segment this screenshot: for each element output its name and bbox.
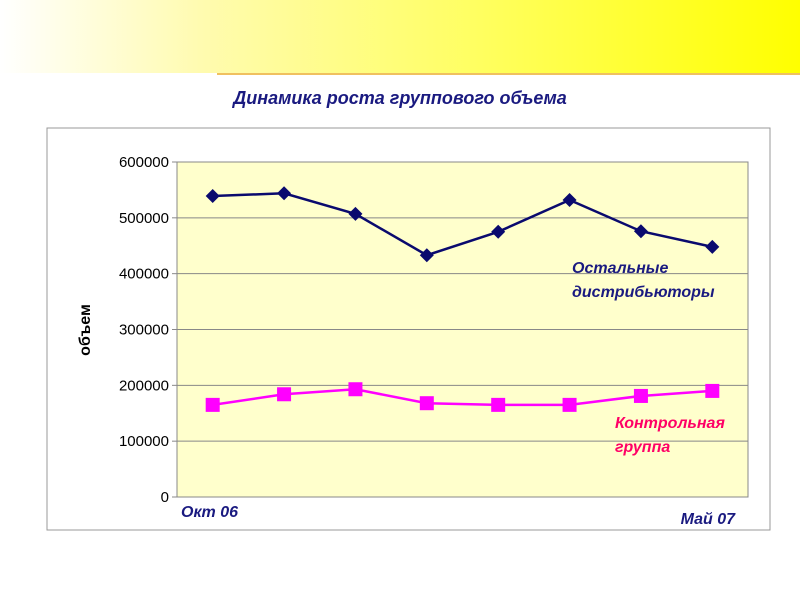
- data-point-diamond: [562, 192, 577, 207]
- data-point-diamond: [205, 189, 220, 204]
- y-tick-label: 400000: [119, 266, 169, 283]
- data-point-diamond: [705, 239, 720, 254]
- data-point-square: [348, 382, 363, 397]
- data-point-diamond: [277, 186, 292, 201]
- series-label-others-1: Остальные: [572, 260, 668, 277]
- data-point-diamond: [348, 206, 363, 221]
- y-tick-label: 600000: [119, 154, 169, 171]
- x-end-label: Май 07: [681, 511, 737, 528]
- series-line-0: [212, 192, 713, 257]
- header-divider: [217, 73, 800, 75]
- series-line-1: [212, 387, 713, 407]
- data-point-square: [562, 397, 577, 412]
- data-point-diamond: [419, 248, 434, 263]
- x-start-label: Окт 06: [181, 504, 238, 521]
- chart-title: Динамика роста группового объема: [233, 88, 567, 108]
- y-axis-label: объем: [77, 304, 94, 356]
- series-label-control-1: Контрольная: [615, 415, 725, 432]
- data-point-square: [491, 397, 506, 412]
- data-point-diamond: [491, 224, 506, 239]
- data-point-square: [419, 396, 434, 411]
- data-point-diamond: [633, 224, 648, 239]
- header-gradient-banner: [0, 0, 800, 73]
- y-tick-label: 0: [161, 489, 169, 506]
- y-tick-label: 200000: [119, 377, 169, 394]
- y-tick-label: 300000: [119, 322, 169, 339]
- data-point-square: [205, 397, 220, 412]
- series-label-control-2: группа: [615, 439, 670, 456]
- y-tick-label: 100000: [119, 433, 169, 450]
- data-point-square: [705, 383, 720, 398]
- data-point-square: [633, 388, 648, 403]
- series-label-others-2: дистрибьюторы: [572, 284, 715, 301]
- data-point-square: [277, 387, 292, 402]
- y-tick-label: 500000: [119, 210, 169, 227]
